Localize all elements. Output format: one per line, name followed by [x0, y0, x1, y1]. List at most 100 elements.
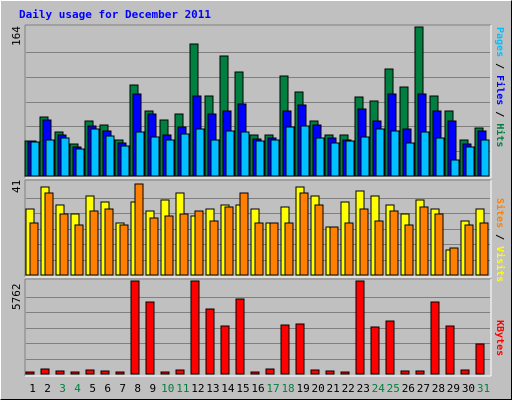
x-tick-label-day-4: 4: [74, 382, 81, 395]
bar-sites-day-30: [464, 224, 474, 276]
bar-sites-day-9: [149, 217, 159, 276]
bar-pages-day-28: [435, 137, 445, 177]
bar-pages-day-1: [30, 141, 40, 177]
bar-sites-day-23: [359, 208, 369, 276]
bar-pages-day-23: [360, 136, 370, 177]
panel2-legend: Sites / Visits: [494, 198, 505, 282]
bar-kbytes-day-9: [145, 301, 155, 375]
bar-sites-day-3: [59, 213, 69, 276]
bar-kbytes-day-22: [340, 371, 350, 375]
bar-pages-day-6: [105, 135, 115, 177]
bar-kbytes-day-2: [40, 368, 50, 375]
bar-pages-day-25: [390, 130, 400, 177]
x-tick-label-day-3: 3: [59, 382, 66, 395]
bar-sites-day-17: [269, 222, 279, 276]
bar-kbytes-day-13: [205, 308, 215, 375]
bar-pages-day-13: [210, 139, 220, 177]
bar-pages-day-27: [420, 131, 430, 177]
x-tick-label-day-13: 13: [206, 382, 219, 395]
x-tick-label-day-27: 27: [417, 382, 430, 395]
bar-sites-day-24: [374, 220, 384, 276]
bar-pages-day-21: [330, 142, 340, 177]
bar-pages-day-19: [300, 125, 310, 177]
x-tick-label-day-14: 14: [221, 382, 235, 395]
x-tick-label-day-18: 18: [281, 382, 294, 395]
bar-sites-day-1: [29, 222, 39, 276]
bar-kbytes-day-20: [310, 369, 320, 375]
bar-kbytes-day-19: [295, 323, 305, 375]
legend-files: Files: [494, 75, 505, 106]
bar-kbytes-day-3: [55, 370, 65, 375]
bar-sites-day-14: [224, 206, 234, 276]
bar-sites-day-13: [209, 220, 219, 276]
bar-pages-day-5: [90, 128, 100, 177]
bar-kbytes-day-29: [445, 325, 455, 375]
bar-kbytes-day-5: [85, 369, 95, 375]
panel1-ymax-label: 164: [10, 26, 23, 46]
bar-kbytes-day-31: [475, 343, 485, 375]
bar-kbytes-day-7: [115, 371, 125, 375]
bar-kbytes-day-12: [190, 280, 200, 375]
bar-kbytes-day-11: [175, 369, 185, 375]
bar-sites-day-8: [134, 183, 144, 276]
x-tick-label-day-26: 26: [402, 382, 415, 395]
bar-pages-day-18: [285, 126, 295, 177]
bar-pages-day-20: [315, 137, 325, 177]
bar-sites-day-18: [284, 222, 294, 276]
bar-pages-day-29: [450, 159, 460, 177]
x-tick-label-day-9: 9: [149, 382, 156, 395]
bar-pages-day-31: [480, 139, 490, 177]
bar-pages-day-3: [60, 137, 70, 177]
bar-kbytes-day-1: [25, 371, 35, 375]
x-tick-label-day-22: 22: [342, 382, 355, 395]
bar-sites-day-25: [389, 210, 399, 276]
bar-kbytes-day-26: [400, 370, 410, 375]
bar-pages-day-12: [195, 128, 205, 177]
x-tick-label-day-17: 17: [266, 382, 279, 395]
x-tick-label-day-11: 11: [176, 382, 189, 395]
bar-pages-day-16: [255, 140, 265, 177]
bar-pages-day-26: [405, 142, 415, 177]
x-tick-label-day-2: 2: [44, 382, 51, 395]
x-tick-label-day-8: 8: [134, 382, 141, 395]
panel3-ymax-label: 5762: [10, 283, 23, 311]
bar-kbytes-day-21: [325, 370, 335, 375]
bar-sites-day-27: [419, 206, 429, 276]
bar-kbytes-day-6: [100, 370, 110, 375]
bar-pages-day-9: [150, 136, 160, 177]
bar-sites-day-31: [479, 222, 489, 276]
x-tick-label-day-21: 21: [327, 382, 340, 395]
bar-sites-day-11: [179, 213, 189, 276]
bar-kbytes-day-10: [160, 371, 170, 375]
bar-pages-day-30: [465, 146, 475, 177]
bar-sites-day-5: [89, 210, 99, 276]
bar-kbytes-day-30: [460, 369, 470, 375]
bar-pages-day-14: [225, 130, 235, 177]
bar-sites-day-28: [434, 213, 444, 276]
panel3-legend: KBytes: [494, 320, 505, 356]
legend-pages: Pages: [494, 27, 505, 58]
x-tick-label-day-6: 6: [104, 382, 111, 395]
x-tick-label-day-23: 23: [357, 382, 370, 395]
legend-separator: /: [494, 228, 505, 247]
x-tick-label-day-29: 29: [447, 382, 460, 395]
bar-kbytes-day-23: [355, 280, 365, 375]
x-tick-label-day-16: 16: [251, 382, 264, 395]
x-tick-label-day-10: 10: [161, 382, 174, 395]
bar-sites-day-4: [74, 224, 84, 276]
bar-pages-day-22: [345, 140, 355, 177]
bar-sites-day-19: [299, 192, 309, 276]
bar-kbytes-day-17: [265, 368, 275, 375]
x-tick-label-day-25: 25: [387, 382, 400, 395]
bar-sites-day-26: [404, 224, 414, 276]
bar-sites-day-20: [314, 204, 324, 276]
panel3-plot-area: [25, 279, 491, 376]
bar-kbytes-day-15: [235, 298, 245, 375]
bar-kbytes-day-24: [370, 326, 380, 375]
bar-kbytes-day-25: [385, 320, 395, 375]
bar-sites-day-7: [119, 224, 129, 276]
x-tick-label-day-15: 15: [236, 382, 249, 395]
bar-kbytes-day-28: [430, 301, 440, 375]
x-tick-label-day-30: 30: [462, 382, 475, 395]
